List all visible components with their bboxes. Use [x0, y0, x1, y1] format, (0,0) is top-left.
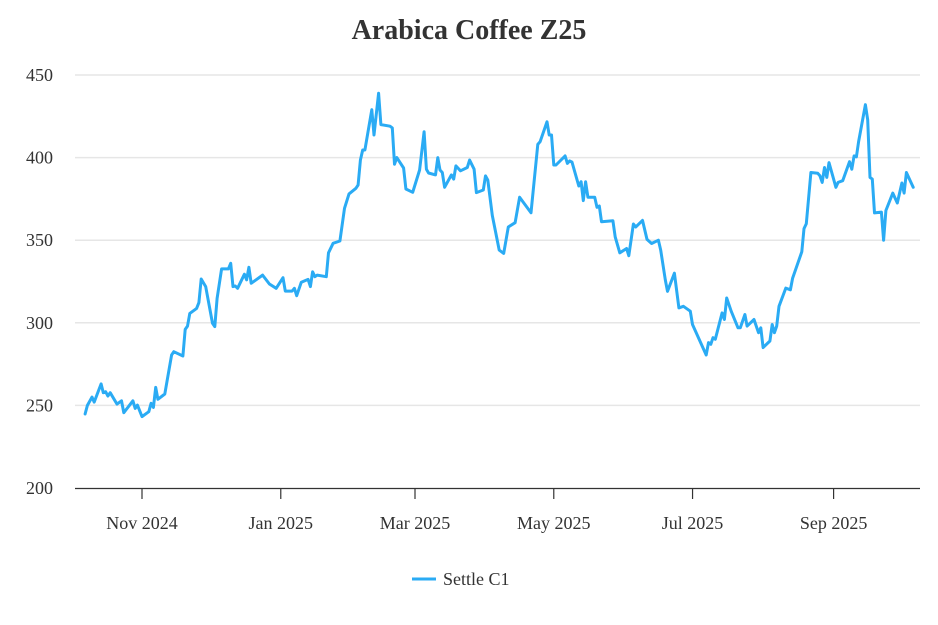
y-tick-label: 300 [26, 313, 53, 333]
legend[interactable]: Settle C1 [412, 569, 510, 589]
x-tick-label: Jan 2025 [249, 513, 314, 533]
legend-label: Settle C1 [443, 569, 510, 589]
y-axis: 200 250 300 350 400 450 [26, 65, 53, 498]
data-points [85, 93, 914, 417]
series-line-settle-c1[interactable] [83, 91, 915, 419]
x-tick-label: Sep 2025 [800, 513, 868, 533]
x-tick-label: May 2025 [517, 513, 591, 533]
y-tick-label: 350 [26, 230, 53, 250]
y-tick-label: 200 [26, 478, 53, 498]
x-tick-label: Mar 2025 [380, 513, 451, 533]
x-tick-label: Nov 2024 [106, 513, 178, 533]
chart-title: Arabica Coffee Z25 [352, 15, 587, 46]
x-axis: Nov 2024 Jan 2025 Mar 2025 May 2025 Jul 2025… [106, 488, 867, 533]
x-tick-label: Jul 2025 [662, 513, 724, 533]
y-tick-label: 250 [26, 395, 53, 415]
y-tick-label: 450 [26, 65, 53, 85]
y-tick-label: 400 [26, 148, 53, 168]
